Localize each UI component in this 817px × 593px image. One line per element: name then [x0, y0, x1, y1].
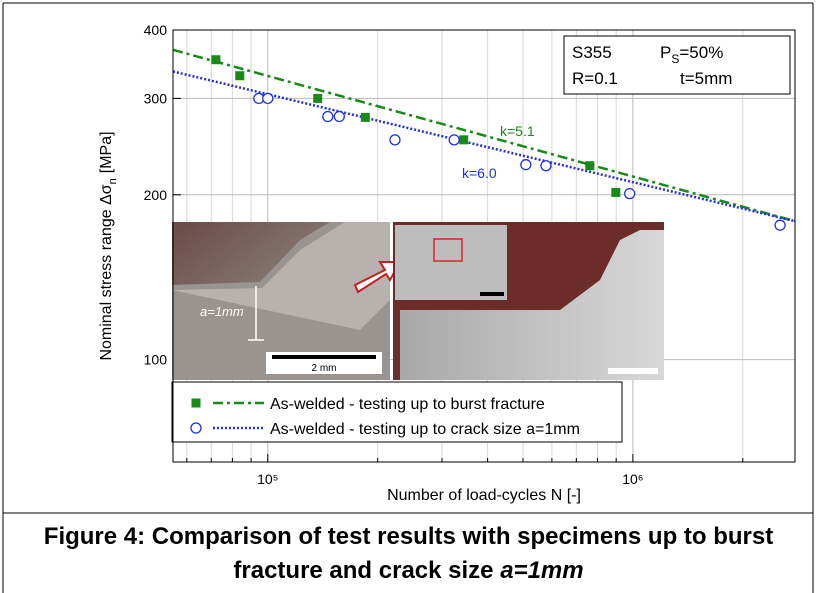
point [389, 134, 401, 146]
legend-box [171, 381, 623, 443]
info-box [563, 35, 791, 95]
point [360, 112, 370, 122]
point [448, 134, 460, 146]
fit-line [172, 70, 796, 223]
legend-label: As-welded - testing up to crack size a=1… [270, 421, 580, 438]
scale-bar [272, 355, 376, 359]
caption-text: Figure 4: Comparison of test results wit… [43, 523, 774, 584]
y-tick-label: 400 [144, 22, 168, 38]
point [191, 398, 201, 408]
fit-lines [172, 48, 796, 223]
points [211, 55, 786, 231]
inset-images: a=1mm 2 mm [172, 222, 664, 380]
point [611, 187, 621, 197]
info-text: PS=50% [660, 43, 723, 66]
caption-italic: a=1mm [500, 557, 584, 584]
x-tick-label: 10⁶ [622, 471, 643, 487]
legend: As-welded - testing up to burst fracture… [190, 396, 580, 438]
point [322, 110, 334, 123]
legend-label: As-welded - testing up to burst fracture [270, 396, 545, 413]
info-text: R=0.1 [572, 69, 618, 88]
point [313, 93, 323, 103]
point [235, 71, 245, 81]
fit-line [172, 48, 796, 223]
y-tick-label: 200 [144, 187, 168, 203]
fit-label: k=6.0 [462, 165, 497, 181]
y-tick-label: 100 [144, 352, 168, 368]
point [262, 92, 274, 105]
crack-label: a=1mm [200, 304, 244, 319]
info-text: =50% [679, 43, 723, 62]
overview [395, 225, 507, 300]
info-text: S [671, 52, 679, 66]
info-text: t=5mm [680, 69, 732, 88]
section [400, 230, 664, 380]
point [211, 55, 221, 65]
y-axis-label: [MPa] [98, 131, 115, 173]
point [520, 159, 532, 171]
point [459, 135, 469, 145]
scale-label: 2 mm [312, 363, 337, 374]
y-axis-label: n [107, 178, 119, 184]
x-tick-label: 10⁵ [257, 471, 278, 487]
point [774, 219, 786, 231]
y-axis-label: Nominal stress range Δσn [MPa] [98, 131, 119, 360]
weld-bead [172, 222, 390, 330]
point [190, 422, 202, 434]
y-tick-label: 300 [144, 90, 168, 106]
plot-frame [172, 29, 796, 463]
point [333, 110, 345, 123]
info-text: P [660, 43, 671, 62]
zoom-box [433, 238, 463, 262]
info-text: S355 [572, 43, 612, 62]
scale-bar [480, 292, 504, 296]
point [624, 187, 636, 200]
point [540, 160, 552, 172]
x-axis-label: Number of load-cycles N [-] [387, 487, 581, 504]
scale-bar [608, 368, 658, 374]
point [585, 161, 595, 171]
y-axis-label: Nominal stress range Δσ [98, 184, 115, 360]
caption: Figure 4: Comparison of test results wit… [20, 520, 797, 588]
fit-label: k=5.1 [500, 123, 535, 139]
